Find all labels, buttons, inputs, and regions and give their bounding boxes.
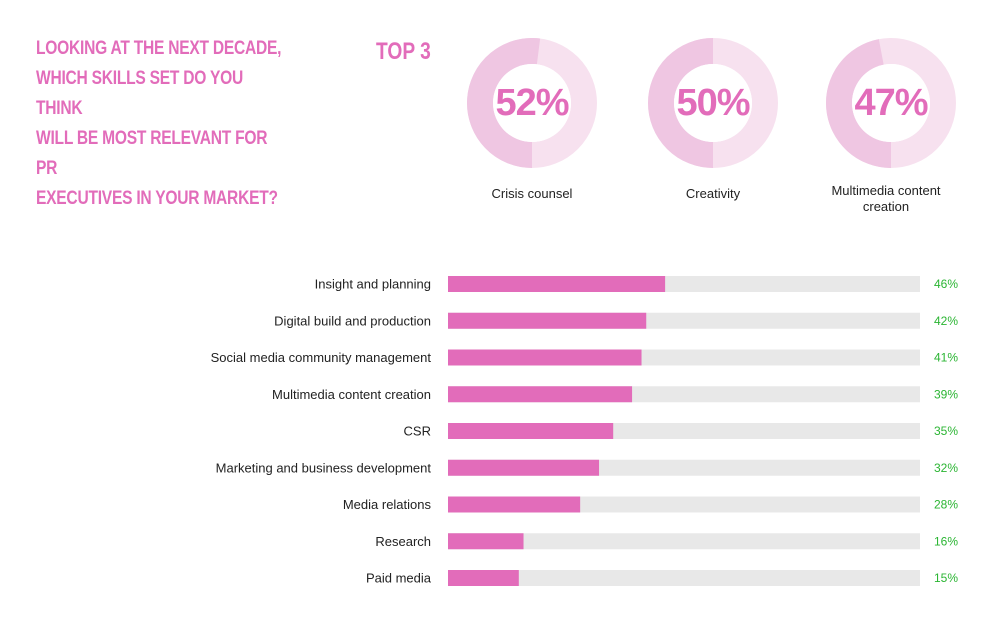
- bar: [448, 386, 633, 403]
- top3-heading: TOP 3: [376, 38, 431, 65]
- donut-segment: [648, 38, 714, 168]
- donut-segment: [826, 39, 892, 168]
- donut-segment: [467, 38, 541, 168]
- value-label: 46%: [934, 277, 958, 291]
- category-label: Media relations: [343, 497, 432, 512]
- donut-hole: [674, 64, 752, 142]
- donut-ring: [467, 38, 597, 168]
- bar-track: [448, 533, 920, 550]
- bar: [448, 496, 581, 513]
- value-label: 39%: [934, 387, 958, 401]
- bar: [448, 423, 614, 439]
- donut-chart-3: 47%: [826, 38, 956, 168]
- category-label: CSR: [404, 424, 431, 439]
- bar: [448, 276, 666, 292]
- bar: [448, 312, 647, 329]
- bar-track: [448, 570, 920, 586]
- donut-ring: [648, 38, 778, 168]
- donut-ring: [826, 38, 956, 168]
- donut-label: Multimedia content creation: [831, 183, 941, 214]
- survey-question: LOOKING AT THE NEXT DECADE, WHICH SKILLS…: [36, 34, 282, 214]
- donut-chart-2: 50%: [648, 38, 778, 168]
- value-label: 15%: [934, 571, 958, 585]
- question-line: LOOKING AT THE NEXT DECADE,: [36, 38, 282, 59]
- bar: [448, 533, 524, 550]
- value-label: 41%: [934, 351, 958, 365]
- category-label: Digital build and production: [274, 313, 431, 328]
- category-label: Marketing and business development: [216, 460, 432, 475]
- donut-chart-1: 52%: [467, 38, 597, 168]
- category-label: Social media community management: [211, 350, 432, 365]
- bar: [448, 570, 519, 586]
- value-label: 16%: [934, 534, 958, 548]
- donut-value: 47%: [854, 81, 928, 124]
- question-line: WILL BE MOST RELEVANT FOR PR: [36, 128, 268, 179]
- category-label: Research: [375, 534, 431, 549]
- donut-hole: [493, 64, 571, 142]
- donut-label: Creativity: [685, 186, 741, 201]
- bar: [448, 459, 600, 476]
- donut-value: 52%: [495, 81, 569, 124]
- value-label: 28%: [934, 498, 958, 512]
- category-label: Insight and planning: [315, 277, 431, 292]
- donut-label: Crisis counsel: [491, 186, 573, 201]
- question-line: WHICH SKILLS SET DO YOU THINK: [36, 68, 243, 119]
- category-label: Multimedia content creation: [272, 387, 431, 402]
- value-label: 32%: [934, 461, 958, 475]
- question-line: EXECUTIVES IN YOUR MARKET?: [36, 188, 278, 209]
- donut-value: 50%: [676, 81, 750, 124]
- value-label: 35%: [934, 424, 958, 438]
- bar: [448, 349, 642, 366]
- donut-hole: [852, 64, 930, 142]
- value-label: 42%: [934, 314, 958, 328]
- category-label: Paid media: [366, 571, 432, 586]
